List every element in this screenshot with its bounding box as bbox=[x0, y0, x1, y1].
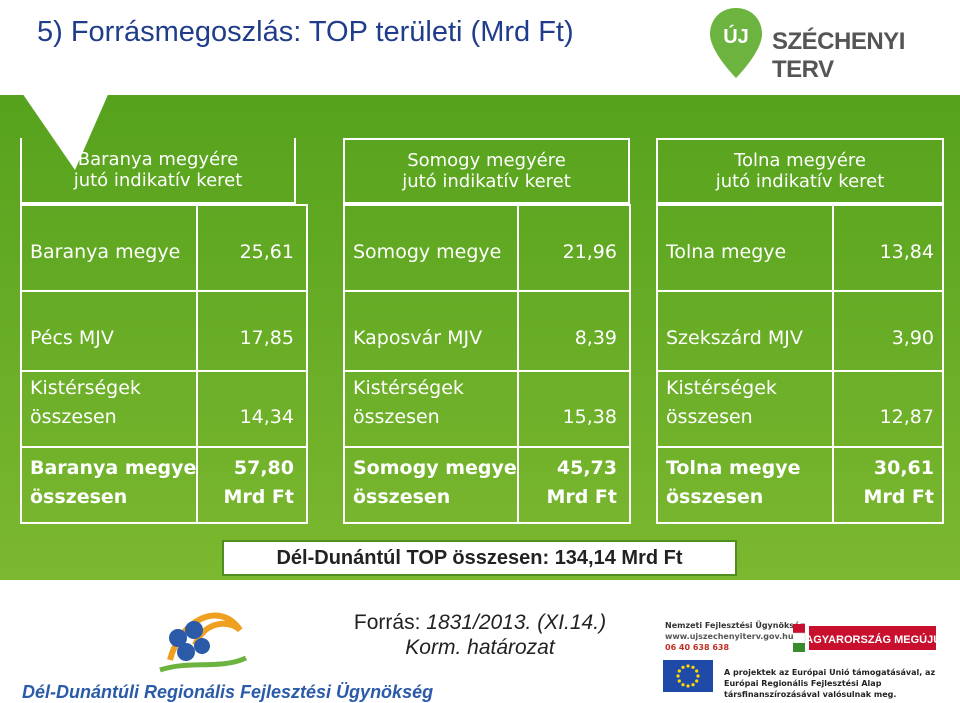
total-label: Tolna megye összesen bbox=[666, 457, 801, 508]
county-value: 21,96 bbox=[562, 241, 617, 263]
szechenyi-pin-icon: ÚJ bbox=[710, 8, 762, 78]
city-label: Pécs MJV bbox=[30, 327, 114, 349]
brand-name: SZÉCHENYI TERV bbox=[772, 28, 905, 83]
svg-text:MAGYARORSZÁG MEGÚJUL: MAGYARORSZÁG MEGÚJUL bbox=[796, 633, 936, 646]
svg-text:ÚJ: ÚJ bbox=[723, 24, 749, 48]
city-value: 17,85 bbox=[239, 327, 294, 349]
content-band bbox=[0, 95, 960, 580]
county-label: Somogy megye bbox=[353, 241, 502, 263]
city-label: Kaposvár MJV bbox=[353, 327, 483, 349]
county-value: 13,84 bbox=[879, 241, 934, 263]
total-label: Somogy megye összesen bbox=[353, 457, 517, 508]
regions-label: Kistérségek összesen bbox=[353, 377, 464, 428]
szechenyi-terv-logo: ÚJ SZÉCHENYI TERV bbox=[706, 6, 946, 83]
table-baranya: Baranya megye 25,61 Pécs MJV 17,85 Kisté… bbox=[20, 204, 308, 524]
county-label: Baranya megye bbox=[30, 241, 181, 263]
header-somogy: Somogy megyére jutó indikatív keret bbox=[343, 138, 630, 204]
table-somogy: Somogy megye 21,96 Kaposvár MJV 8,39 Kis… bbox=[343, 204, 631, 524]
table-tolna: Tolna megye 13,84 Szekszárd MJV 3,90 Kis… bbox=[656, 204, 944, 524]
regional-agency-logo-icon bbox=[159, 612, 248, 673]
county-label: Tolna megye bbox=[666, 241, 787, 263]
nfu-info: Nemzeti Fejlesztési Ügynökség www.ujszec… bbox=[665, 621, 806, 652]
regions-value: 14,34 bbox=[239, 406, 294, 428]
city-value: 3,90 bbox=[891, 327, 934, 349]
eu-flag-icon bbox=[663, 660, 713, 692]
speech-bubble-tail-icon bbox=[20, 90, 110, 170]
total-label: Baranya megye összesen bbox=[30, 457, 197, 508]
total-value: 30,61 Mrd Ft bbox=[863, 457, 934, 508]
total-value: 45,73 Mrd Ft bbox=[546, 457, 617, 508]
eu-funding-note: A projektek az Európai Unió támogatásáva… bbox=[724, 668, 936, 699]
regions-value: 12,87 bbox=[879, 406, 934, 428]
header-baranya: Baranya megyére jutó indikatív keret bbox=[20, 138, 296, 204]
page-title: 5) Forrásmegoszlás: TOP területi (Mrd Ft… bbox=[37, 16, 574, 48]
source-note: Forrás: 1831/2013. (XI.14.) Korm. határo… bbox=[353, 611, 607, 659]
magyarorszag-megujul-banner: MAGYARORSZÁG MEGÚJUL bbox=[793, 624, 936, 652]
regions-value: 15,38 bbox=[562, 406, 617, 428]
county-value: 25,61 bbox=[239, 241, 294, 263]
header-tolna: Tolna megyére jutó indikatív keret bbox=[656, 138, 944, 204]
grand-total-bar: Dél-Dunántúl TOP összesen: 134,14 Mrd Ft bbox=[222, 540, 737, 576]
total-value: 57,80 Mrd Ft bbox=[223, 457, 294, 508]
org-name: Dél-Dunántúli Regionális Fejlesztési Ügy… bbox=[22, 682, 434, 702]
city-label: Szekszárd MJV bbox=[666, 327, 803, 349]
regions-label: Kistérségek összesen bbox=[666, 377, 777, 428]
regions-label: Kistérségek összesen bbox=[30, 377, 141, 428]
city-value: 8,39 bbox=[574, 327, 617, 349]
